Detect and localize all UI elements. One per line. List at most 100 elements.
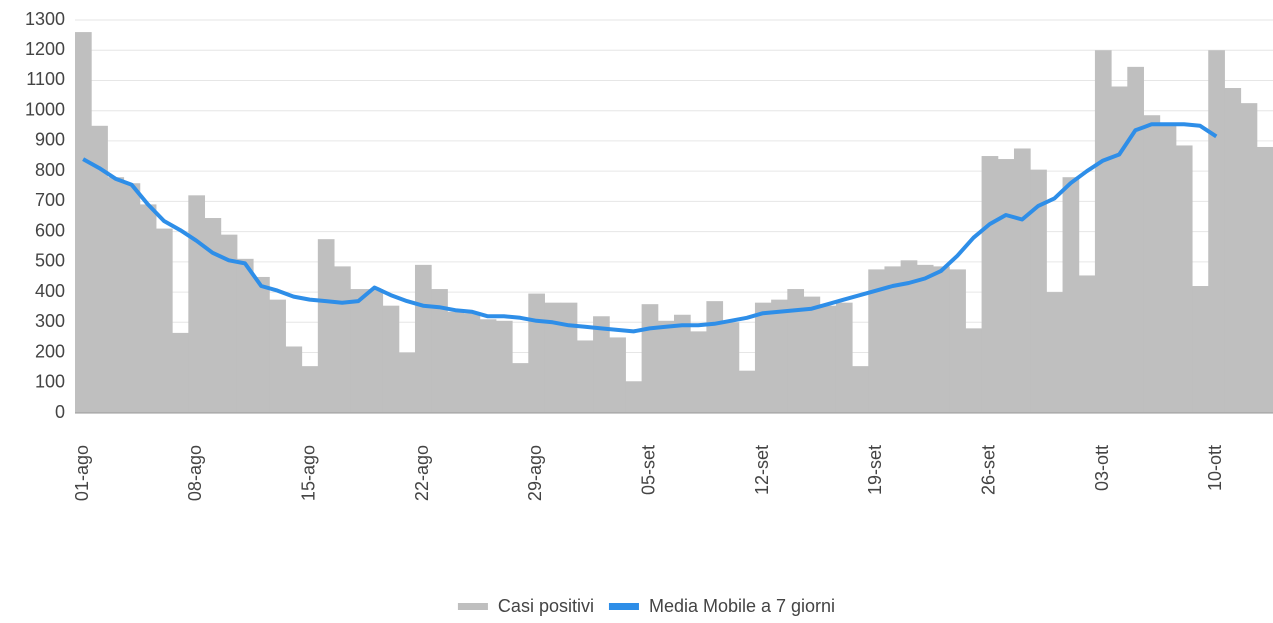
bar bbox=[1062, 177, 1080, 413]
bar bbox=[431, 289, 448, 413]
bar bbox=[1192, 286, 1209, 413]
bar bbox=[965, 328, 983, 413]
bar bbox=[819, 305, 837, 413]
x-tick-label: 01-ago bbox=[72, 445, 92, 501]
bar bbox=[155, 228, 173, 413]
x-tick-label: 29-ago bbox=[525, 445, 545, 501]
bar bbox=[803, 296, 821, 413]
bar bbox=[1208, 50, 1225, 413]
legend-label: Media Mobile a 7 giorni bbox=[649, 596, 835, 616]
bar bbox=[447, 311, 465, 413]
x-tick-label: 08-ago bbox=[185, 445, 205, 501]
bar bbox=[706, 301, 724, 413]
bar bbox=[1143, 115, 1161, 413]
bar bbox=[576, 340, 594, 413]
x-tick-label: 15-ago bbox=[298, 445, 318, 501]
x-tick-label: 22-ago bbox=[412, 445, 432, 501]
bar bbox=[236, 258, 254, 413]
x-tick-label: 26-set bbox=[978, 445, 998, 495]
legend-label: Casi positivi bbox=[498, 596, 594, 616]
y-tick-label: 0 bbox=[55, 402, 65, 422]
bar bbox=[738, 370, 756, 413]
y-tick-label: 900 bbox=[35, 130, 65, 150]
bar bbox=[317, 239, 335, 413]
bar bbox=[1078, 275, 1096, 413]
bar bbox=[301, 366, 319, 413]
bar bbox=[528, 293, 545, 413]
y-tick-label: 600 bbox=[35, 220, 65, 240]
bar bbox=[414, 264, 432, 413]
x-tick-label: 19-set bbox=[865, 445, 885, 495]
bar bbox=[479, 319, 497, 413]
legend-item: Casi positivi bbox=[457, 596, 594, 616]
bar bbox=[641, 304, 659, 413]
y-tick-label: 1200 bbox=[25, 39, 65, 59]
y-tick-label: 200 bbox=[35, 341, 65, 361]
y-tick-label: 800 bbox=[35, 160, 65, 180]
bar bbox=[75, 32, 92, 413]
bar bbox=[900, 260, 918, 413]
legend-item: Media Mobile a 7 giorni bbox=[608, 596, 835, 616]
bar bbox=[771, 299, 788, 413]
y-tick-label: 1100 bbox=[26, 69, 65, 89]
bar bbox=[1256, 146, 1273, 413]
bar bbox=[754, 302, 772, 413]
bar bbox=[593, 316, 610, 413]
y-tick-label: 400 bbox=[35, 281, 65, 301]
x-tick-label: 12-set bbox=[752, 445, 772, 495]
bar bbox=[690, 331, 707, 413]
bar bbox=[463, 313, 481, 413]
x-tick-label: 05-set bbox=[638, 445, 658, 495]
bar bbox=[949, 269, 966, 413]
x-tick-label: 03-ott bbox=[1092, 445, 1112, 491]
y-tick-label: 1000 bbox=[25, 99, 65, 119]
bar bbox=[1240, 103, 1258, 413]
bar bbox=[674, 314, 691, 413]
y-tick-label: 300 bbox=[35, 311, 65, 331]
bar bbox=[722, 322, 740, 413]
bar bbox=[512, 363, 529, 413]
bar bbox=[107, 177, 125, 413]
legend-swatch bbox=[457, 603, 488, 610]
bar bbox=[253, 276, 270, 413]
bar bbox=[609, 337, 626, 413]
bar bbox=[560, 302, 578, 413]
y-tick-label: 100 bbox=[35, 372, 65, 392]
bar bbox=[884, 266, 902, 413]
bar bbox=[220, 234, 238, 413]
y-tick-label: 700 bbox=[35, 190, 65, 210]
bar bbox=[91, 125, 108, 414]
bar bbox=[382, 305, 400, 413]
bar bbox=[1046, 292, 1064, 413]
bar bbox=[398, 352, 416, 413]
bar bbox=[334, 266, 351, 413]
bar bbox=[285, 346, 303, 413]
x-tick-label: 10-ott bbox=[1205, 445, 1225, 491]
bar bbox=[657, 320, 675, 413]
bar bbox=[1224, 88, 1242, 414]
bar bbox=[787, 289, 805, 413]
bar bbox=[1094, 50, 1112, 413]
bar bbox=[1030, 169, 1047, 413]
bar bbox=[835, 302, 853, 413]
line bbox=[82, 122, 1218, 334]
bar bbox=[188, 195, 206, 413]
bar bbox=[544, 302, 562, 413]
bar bbox=[123, 183, 141, 413]
bar bbox=[350, 289, 367, 413]
bar bbox=[916, 264, 934, 413]
bar bbox=[933, 266, 950, 413]
legend: Casi positivi Media Mobile a 7 giorni bbox=[457, 596, 835, 616]
bar bbox=[204, 218, 222, 413]
bar bbox=[495, 320, 513, 413]
bar bbox=[625, 381, 643, 413]
bar bbox=[1013, 148, 1031, 413]
bar bbox=[997, 159, 1015, 413]
bar bbox=[1111, 86, 1128, 413]
bar bbox=[139, 204, 157, 413]
bar bbox=[981, 156, 999, 414]
bar bbox=[868, 269, 885, 413]
bar bbox=[1159, 125, 1177, 414]
